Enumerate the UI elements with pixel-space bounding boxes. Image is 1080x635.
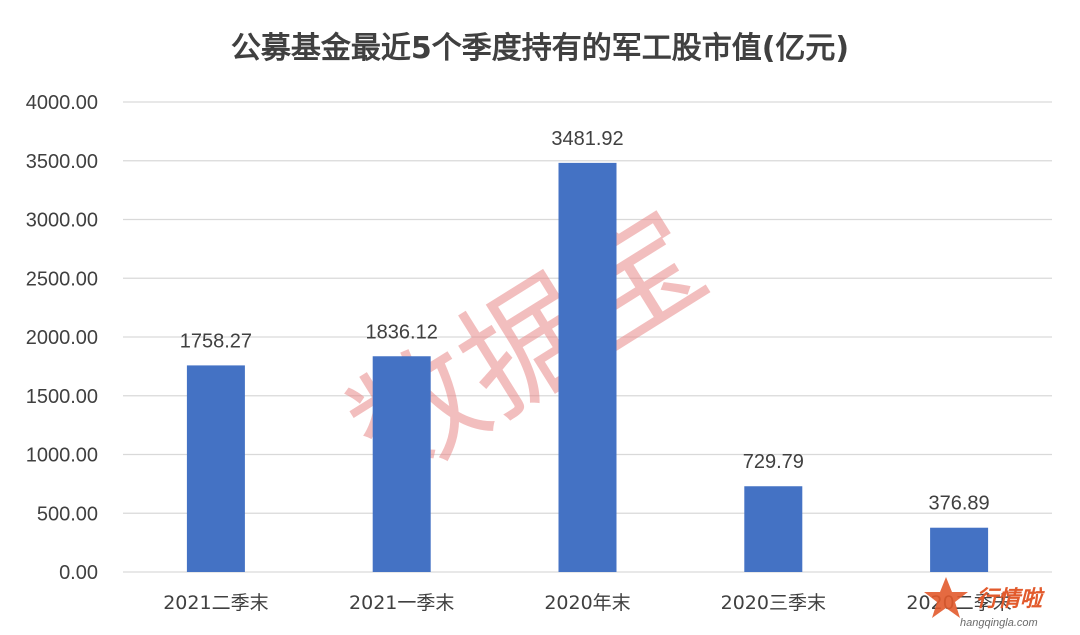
brand-logo: 行情啦 hangqingla.com bbox=[924, 577, 1045, 629]
bar bbox=[744, 486, 803, 572]
brand-url: hangqingla.com bbox=[960, 617, 1038, 629]
data-labels: 1758.27 1836.12 3481.92 729.79 376.89 bbox=[180, 128, 990, 515]
star-logo-icon bbox=[924, 577, 968, 618]
bar bbox=[930, 527, 989, 572]
bar bbox=[558, 162, 617, 573]
data-label: 729.79 bbox=[743, 451, 804, 473]
y-axis-tick-labels: 0.00 500.00 1000.00 1500.00 2000.00 2500.00 30… bbox=[26, 92, 98, 584]
y-tick-label: 2500.00 bbox=[26, 268, 98, 290]
y-tick-label: 500.00 bbox=[37, 503, 98, 525]
y-tick-label: 3000.00 bbox=[26, 210, 98, 232]
y-tick-label: 4000.00 bbox=[26, 92, 98, 114]
x-category-label: 2021二季末 bbox=[163, 592, 268, 614]
data-label: 376.89 bbox=[929, 493, 990, 515]
data-label: 1836.12 bbox=[366, 321, 438, 343]
x-category-label: 2020三季末 bbox=[721, 592, 826, 614]
x-category-label: 2020年末 bbox=[544, 592, 630, 614]
bar bbox=[186, 365, 245, 572]
y-tick-label: 1500.00 bbox=[26, 386, 98, 408]
data-label: 3481.92 bbox=[551, 128, 623, 150]
y-tick-label: 2000.00 bbox=[26, 327, 98, 349]
x-axis-category-labels: 2021二季末 2021一季末 2020年末 2020三季末 2020二季末 bbox=[163, 592, 1012, 614]
bar bbox=[372, 356, 431, 572]
y-tick-label: 3500.00 bbox=[26, 151, 98, 173]
x-category-label: 2021一季末 bbox=[349, 592, 454, 614]
brand-name: 行情啦 bbox=[976, 586, 1045, 612]
y-tick-label: 1000.00 bbox=[26, 445, 98, 467]
y-tick-label: 0.00 bbox=[59, 562, 98, 584]
chart-title: 公募基金最近5个季度持有的军工股市值(亿元) bbox=[231, 31, 849, 66]
data-label: 1758.27 bbox=[180, 330, 252, 352]
bars bbox=[186, 162, 989, 573]
